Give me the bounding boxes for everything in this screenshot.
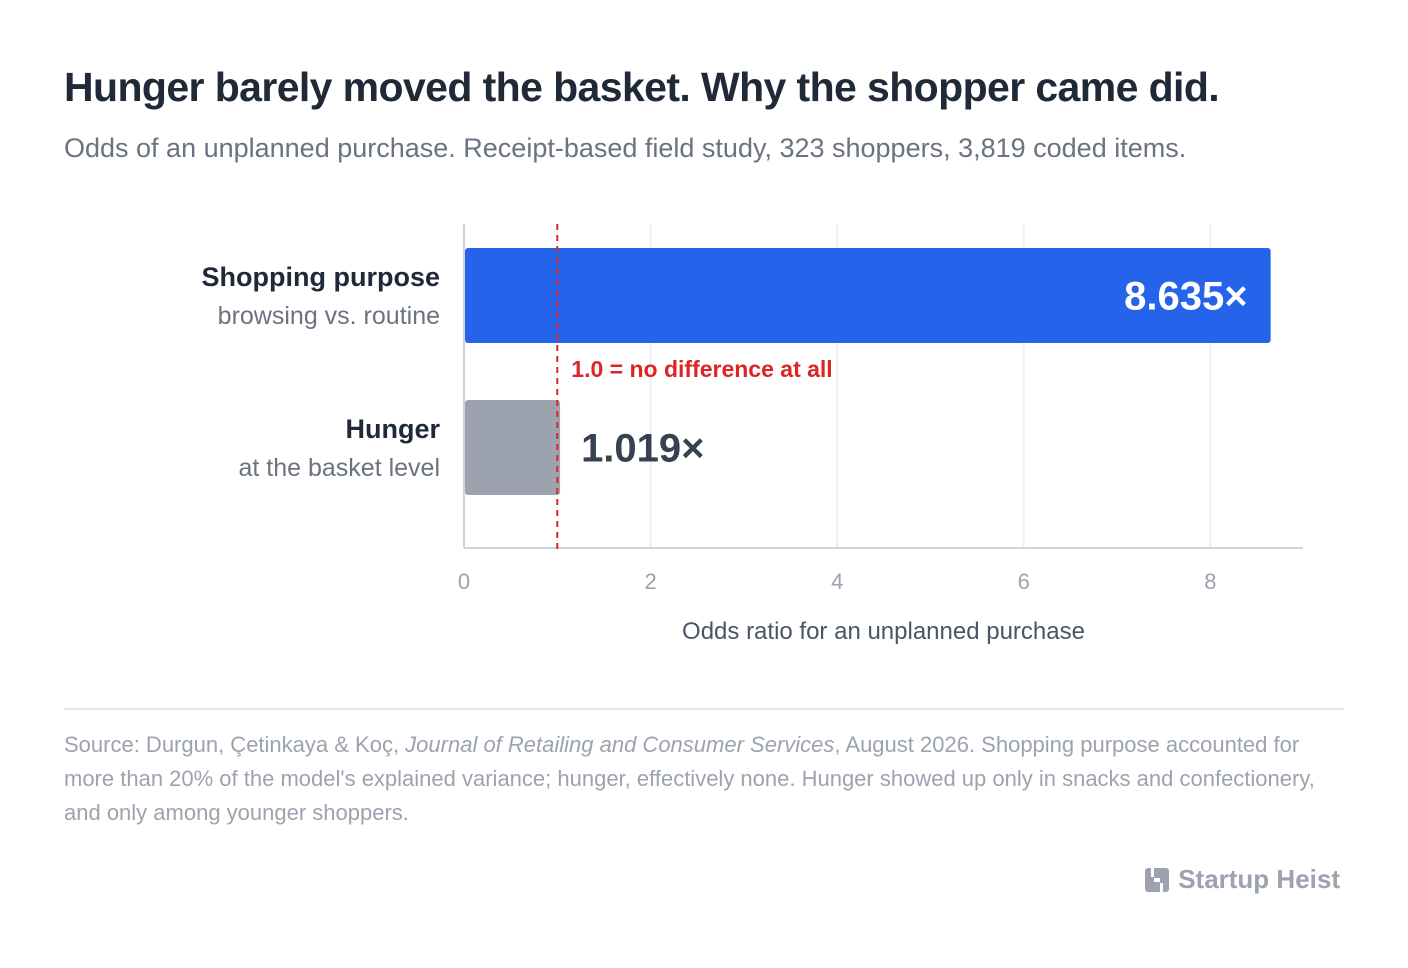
x-axis-label: Odds ratio for an unplanned purchase xyxy=(682,618,1085,645)
bar-value-label: 1.019× xyxy=(581,427,704,471)
source-note: Source: Durgun, Çetinkaya & Koç, Journal… xyxy=(64,728,1354,830)
category-label: Shopping purpose xyxy=(202,262,440,292)
reference-line-label: 1.0 = no difference at all xyxy=(571,356,832,382)
brand-name: Startup Heist xyxy=(1178,864,1340,894)
odds-ratio-chart: 0 2 4 6 8 Odds ratio for an unplanned purchas… xyxy=(202,224,1303,645)
chart-subtitle: Odds of an unplanned purchase. Receipt-b… xyxy=(64,133,1187,163)
source-journal: Journal of Retailing and Consumer Servic… xyxy=(405,732,835,757)
x-tick-label: 8 xyxy=(1204,569,1216,594)
footer-divider xyxy=(64,708,1344,710)
source-prefix: Source: Durgun, Çetinkaya & Koç, xyxy=(64,732,406,757)
category-description: at the basket level xyxy=(238,454,440,482)
x-tick-label: 2 xyxy=(644,569,656,594)
bar xyxy=(465,248,1271,343)
x-tick-label: 6 xyxy=(1018,569,1030,594)
chart-title: Hunger barely moved the basket. Why the … xyxy=(64,64,1220,110)
brand-logo: Startup Heist xyxy=(1144,864,1340,895)
x-tick-label: 0 xyxy=(458,569,470,594)
building-h-icon xyxy=(1145,867,1170,892)
category-label: Hunger xyxy=(346,414,441,444)
bar xyxy=(465,400,561,495)
category-description: browsing vs. routine xyxy=(218,302,440,330)
x-tick-label: 4 xyxy=(831,569,843,594)
source-rest: , August 2026. Shopping purpose accounte… xyxy=(64,732,1315,825)
bar-value-label: 8.635× xyxy=(1124,275,1247,319)
